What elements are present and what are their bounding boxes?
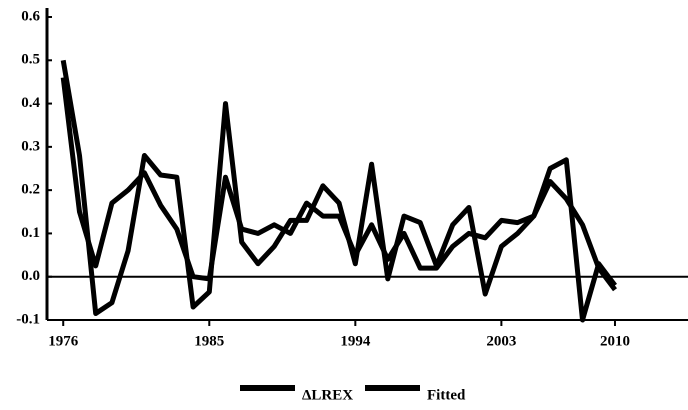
x-tick-label: 1985 xyxy=(194,333,224,349)
y-tick-label: 0.4 xyxy=(21,95,40,111)
legend-label: ΔLREX xyxy=(302,387,353,403)
x-tick-label: 2003 xyxy=(486,333,516,349)
y-tick-label: -0.1 xyxy=(16,311,40,327)
x-tick-label: 1994 xyxy=(340,333,371,349)
y-tick-label: 0.5 xyxy=(21,52,40,68)
x-tick-label: 1976 xyxy=(48,333,79,349)
legend-label: Fitted xyxy=(427,387,466,403)
y-tick-label: 0.6 xyxy=(21,8,40,24)
y-tick-label: 0.1 xyxy=(21,225,40,241)
x-tick-label: 2010 xyxy=(600,333,630,349)
series-line xyxy=(60,77,617,292)
series-line xyxy=(60,59,617,323)
y-tick-label: 0.2 xyxy=(21,182,40,198)
y-tick-label: 0.3 xyxy=(21,138,40,154)
y-tick-label: 0.0 xyxy=(21,268,40,284)
